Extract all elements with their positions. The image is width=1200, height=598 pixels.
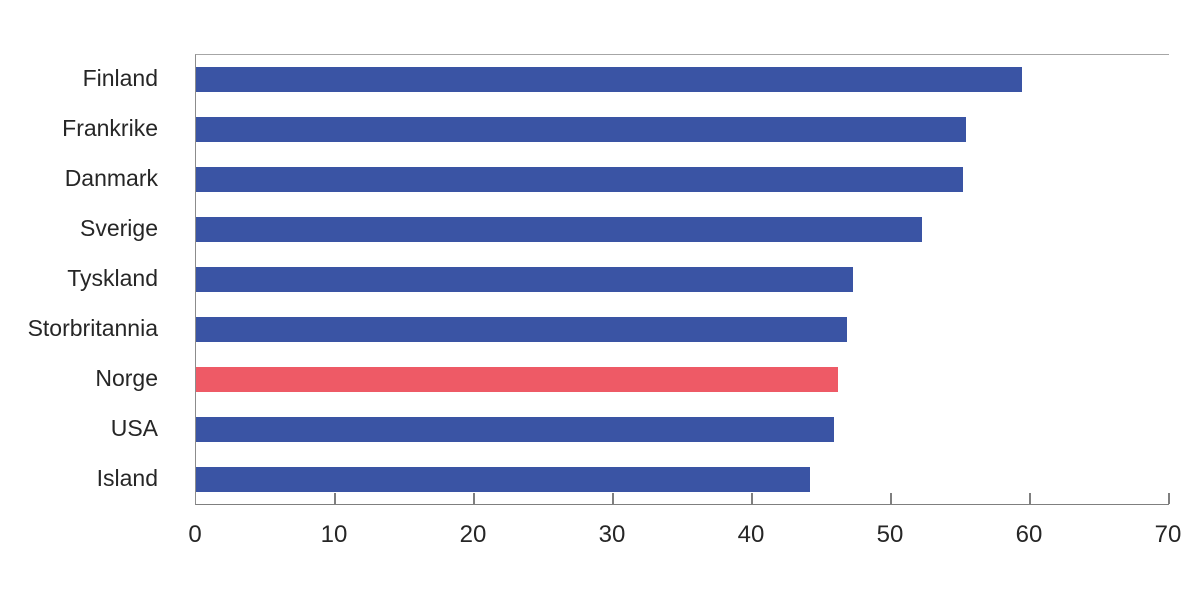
category-label-storbritannia: Storbritannia <box>27 314 158 341</box>
x-tick-mark <box>890 493 892 504</box>
x-axis-labels: 0 10 20 30 40 50 60 70 <box>0 521 1200 557</box>
bar-frankrike <box>196 117 967 143</box>
plot-area <box>195 54 1170 505</box>
category-labels: Finland Frankrike Danmark Sverige Tyskland St… <box>0 54 158 503</box>
bar-island <box>196 466 811 492</box>
category-label-frankrike: Frankrike <box>62 115 158 142</box>
category-label-sverige: Sverige <box>80 215 158 242</box>
x-tick-label: 10 <box>320 521 348 548</box>
x-tick-label: 70 <box>1154 521 1182 548</box>
x-tick-mark <box>473 493 475 504</box>
bar-storbritannia <box>196 316 847 342</box>
bar-danmark <box>196 167 964 193</box>
category-label-island: Island <box>96 464 158 491</box>
bar-tyskland <box>196 267 854 292</box>
bar-norge <box>196 366 839 392</box>
x-tick-label: 40 <box>737 521 765 548</box>
category-label-danmark: Danmark <box>64 165 158 192</box>
category-label-tyskland: Tyskland <box>67 265 158 291</box>
bar-sverige <box>196 217 922 243</box>
x-tick-label: 30 <box>598 521 626 548</box>
bar-usa <box>196 416 834 442</box>
category-label-finland: Finland <box>82 65 158 92</box>
x-tick-mark <box>1168 493 1170 504</box>
category-label-norge: Norge <box>95 364 158 391</box>
x-tick-label: 60 <box>1015 521 1043 548</box>
x-tick-label: 20 <box>459 521 487 548</box>
x-tick-mark <box>1029 493 1031 504</box>
category-label-usa: USA <box>110 414 158 441</box>
x-tick-mark <box>334 493 336 504</box>
x-tick-label: 0 <box>188 521 202 548</box>
x-tick-label: 50 <box>876 521 904 548</box>
x-tick-mark <box>612 493 614 504</box>
x-tick-mark <box>751 493 753 504</box>
bar-finland <box>196 67 1022 93</box>
